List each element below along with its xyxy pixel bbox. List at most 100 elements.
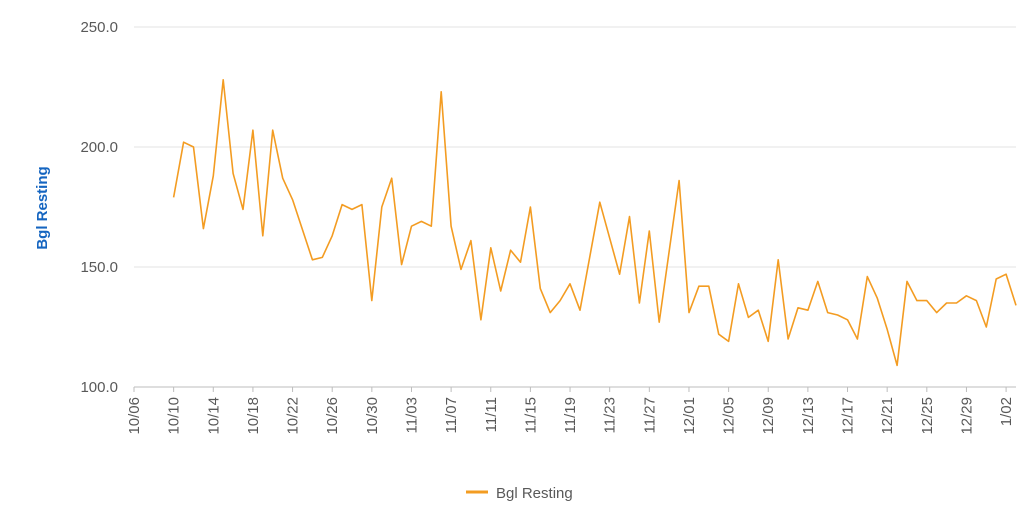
data-point[interactable]: [706, 283, 712, 289]
data-point[interactable]: [527, 204, 533, 210]
data-point[interactable]: [627, 214, 633, 220]
data-point[interactable]: [200, 226, 206, 232]
data-point[interactable]: [864, 274, 870, 280]
data-point[interactable]: [924, 298, 930, 304]
data-point[interactable]: [845, 317, 851, 323]
x-tick-label: 12/29: [958, 397, 975, 435]
data-point[interactable]: [993, 276, 999, 282]
data-point[interactable]: [240, 206, 246, 212]
x-tick-label: 12/13: [800, 397, 817, 435]
data-point[interactable]: [736, 281, 742, 287]
data-point[interactable]: [696, 283, 702, 289]
data-point[interactable]: [765, 338, 771, 344]
x-tick-label: 10/10: [166, 397, 183, 435]
data-point[interactable]: [458, 266, 464, 272]
x-tick-label: 12/25: [919, 397, 936, 435]
y-tick-label: 250.0: [80, 19, 118, 36]
data-point[interactable]: [567, 281, 573, 287]
data-point[interactable]: [716, 331, 722, 337]
data-point[interactable]: [636, 300, 642, 306]
x-tick-label: 11/15: [522, 397, 539, 433]
data-point[interactable]: [270, 127, 276, 133]
data-point[interactable]: [755, 307, 761, 313]
data-point[interactable]: [448, 223, 454, 229]
data-point[interactable]: [854, 336, 860, 342]
data-point[interactable]: [785, 336, 791, 342]
data-point[interactable]: [498, 288, 504, 294]
data-point[interactable]: [290, 197, 296, 203]
data-point[interactable]: [944, 300, 950, 306]
data-point[interactable]: [389, 175, 395, 181]
data-point[interactable]: [914, 298, 920, 304]
data-point[interactable]: [775, 257, 781, 263]
data-point[interactable]: [726, 338, 732, 344]
data-point[interactable]: [319, 254, 325, 260]
data-point[interactable]: [280, 175, 286, 181]
data-point[interactable]: [874, 295, 880, 301]
data-point[interactable]: [478, 317, 484, 323]
data-point[interactable]: [676, 178, 682, 184]
data-point[interactable]: [250, 127, 256, 133]
data-point[interactable]: [537, 286, 543, 292]
y-axis-title: Bgl Resting: [34, 166, 51, 249]
data-point[interactable]: [954, 300, 960, 306]
data-point[interactable]: [617, 271, 623, 277]
data-point[interactable]: [428, 223, 434, 229]
data-point[interactable]: [745, 314, 751, 320]
x-tick-label: 10/14: [205, 397, 222, 435]
data-point[interactable]: [646, 228, 652, 234]
y-tick-label: 150.0: [80, 259, 118, 276]
data-point[interactable]: [508, 247, 514, 253]
data-point[interactable]: [805, 307, 811, 313]
data-point[interactable]: [815, 278, 821, 284]
x-tick-label: 10/26: [324, 397, 341, 435]
data-point[interactable]: [329, 233, 335, 239]
data-point[interactable]: [210, 173, 216, 179]
data-point[interactable]: [894, 362, 900, 368]
data-point[interactable]: [597, 199, 603, 205]
data-point[interactable]: [1003, 271, 1009, 277]
gridlines: [134, 26, 1016, 388]
data-point[interactable]: [904, 278, 910, 284]
data-point[interactable]: [973, 298, 979, 304]
data-point[interactable]: [181, 139, 187, 145]
data-point[interactable]: [309, 257, 315, 263]
data-point[interactable]: [825, 310, 831, 316]
data-point[interactable]: [488, 245, 494, 251]
data-point[interactable]: [399, 262, 405, 268]
data-point[interactable]: [260, 233, 266, 239]
data-point[interactable]: [557, 298, 563, 304]
data-point[interactable]: [369, 298, 375, 304]
data-point[interactable]: [409, 223, 415, 229]
data-point[interactable]: [577, 307, 583, 313]
data-point[interactable]: [438, 89, 444, 95]
data-point[interactable]: [963, 293, 969, 299]
data-point[interactable]: [686, 310, 692, 316]
data-point[interactable]: [983, 324, 989, 330]
x-tick-label: 12/01: [681, 397, 698, 435]
data-point[interactable]: [518, 259, 524, 265]
data-point[interactable]: [468, 238, 474, 244]
x-tick-label: 12/17: [840, 397, 857, 435]
data-point[interactable]: [349, 206, 355, 212]
data-point[interactable]: [230, 170, 236, 176]
series-group: [171, 77, 1019, 368]
data-point[interactable]: [191, 144, 197, 150]
data-point[interactable]: [656, 319, 662, 325]
data-point[interactable]: [418, 218, 424, 224]
data-point[interactable]: [795, 305, 801, 311]
x-tick-label: 10/22: [285, 397, 302, 435]
data-point[interactable]: [1013, 302, 1019, 308]
data-point[interactable]: [884, 326, 890, 332]
data-point[interactable]: [171, 194, 177, 200]
data-point[interactable]: [379, 204, 385, 210]
data-point[interactable]: [835, 312, 841, 318]
x-tick-label: 10/18: [245, 397, 262, 435]
data-point[interactable]: [547, 310, 553, 316]
data-point[interactable]: [220, 77, 226, 83]
data-point[interactable]: [339, 202, 345, 208]
data-point[interactable]: [934, 310, 940, 316]
data-point[interactable]: [359, 202, 365, 208]
legend[interactable]: Bgl Resting: [466, 485, 573, 502]
